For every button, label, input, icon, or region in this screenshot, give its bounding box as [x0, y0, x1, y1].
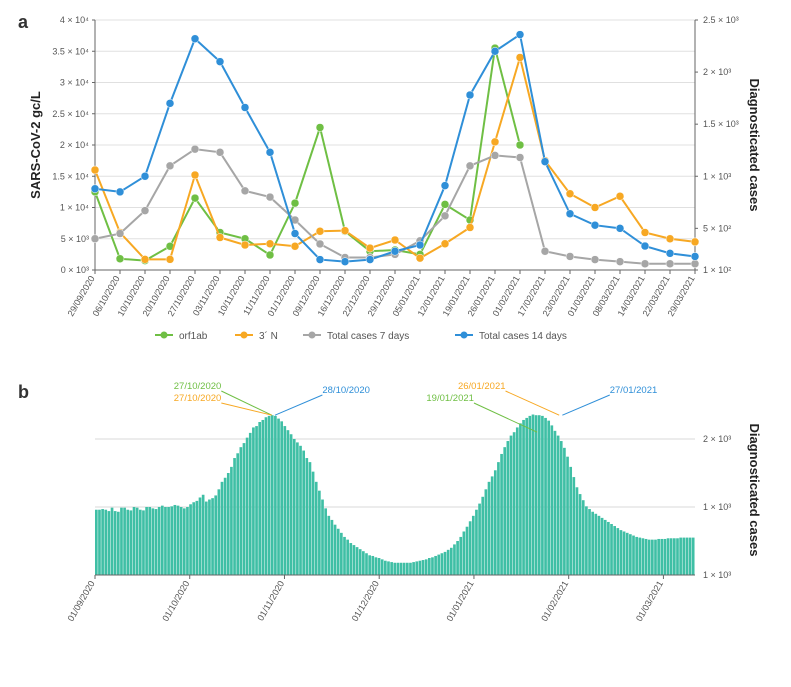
svg-text:2.5 × 10⁴: 2.5 × 10⁴ [52, 109, 89, 119]
svg-text:01/10/2020: 01/10/2020 [160, 579, 191, 623]
svg-text:01/12/2020: 01/12/2020 [350, 579, 381, 623]
svg-text:01/02/2021: 01/02/2021 [539, 579, 570, 623]
svg-text:2 × 10³: 2 × 10³ [703, 67, 731, 77]
svg-text:1.5 × 10⁴: 1.5 × 10⁴ [52, 171, 89, 181]
svg-text:5 × 10²: 5 × 10² [703, 223, 731, 233]
svg-text:01/11/2020: 01/11/2020 [255, 579, 286, 622]
svg-text:3 × 10⁴: 3 × 10⁴ [60, 78, 89, 88]
svg-text:4 × 10⁴: 4 × 10⁴ [60, 15, 89, 25]
svg-text:orf1ab: orf1ab [179, 331, 208, 342]
svg-text:1.5 × 10³: 1.5 × 10³ [703, 119, 739, 129]
svg-text:0 × 10³: 0 × 10³ [61, 265, 89, 275]
svg-text:1 × 10³: 1 × 10³ [703, 171, 731, 181]
svg-text:SARS-CoV-2 gc/L: SARS-CoV-2 gc/L [28, 91, 43, 199]
svg-text:2.5 × 10³: 2.5 × 10³ [703, 15, 739, 25]
svg-text:2 × 10⁴: 2 × 10⁴ [60, 140, 89, 150]
svg-text:27/01/2021: 27/01/2021 [610, 385, 658, 396]
svg-text:01/09/2020: 01/09/2020 [66, 579, 97, 623]
panel-a-chart: 0 × 10³ 5 × 10³ 1 × 10⁴ 1.5 × 10⁴ 2 × 10⁴ 2.5… [0, 0, 791, 380]
svg-text:2 × 10³: 2 × 10³ [703, 434, 731, 444]
svg-text:26/01/2021: 26/01/2021 [458, 381, 506, 392]
svg-text:19/01/2021: 19/01/2021 [426, 393, 474, 404]
svg-text:1 × 10⁴: 1 × 10⁴ [60, 203, 89, 213]
svg-text:5 × 10³: 5 × 10³ [61, 234, 89, 244]
svg-text:3.5 × 10⁴: 3.5 × 10⁴ [52, 46, 89, 56]
svg-text:Total cases 7 days: Total cases 7 days [327, 331, 409, 342]
svg-text:1 × 10³: 1 × 10³ [703, 570, 731, 580]
svg-text:28/10/2020: 28/10/2020 [322, 385, 370, 396]
svg-text:01/03/2021: 01/03/2021 [634, 579, 665, 623]
svg-text:01/01/2021: 01/01/2021 [444, 579, 475, 623]
svg-text:27/10/2020: 27/10/2020 [174, 393, 222, 404]
panel-b-chart: 1 × 10³ 2 × 10³ 1 × 10³ 01/09/2020 01/10/202… [0, 380, 791, 687]
svg-text:1 × 10³: 1 × 10³ [703, 502, 731, 512]
svg-text:1 × 10²: 1 × 10² [703, 265, 731, 275]
svg-text:Diagnosticated cases: Diagnosticated cases [747, 424, 762, 557]
svg-text:27/10/2020: 27/10/2020 [174, 381, 222, 392]
svg-text:Total cases 14 days: Total cases 14 days [479, 331, 567, 342]
svg-text:Diagnosticated cases: Diagnosticated cases [747, 79, 762, 212]
svg-text:3´ N: 3´ N [259, 330, 278, 342]
